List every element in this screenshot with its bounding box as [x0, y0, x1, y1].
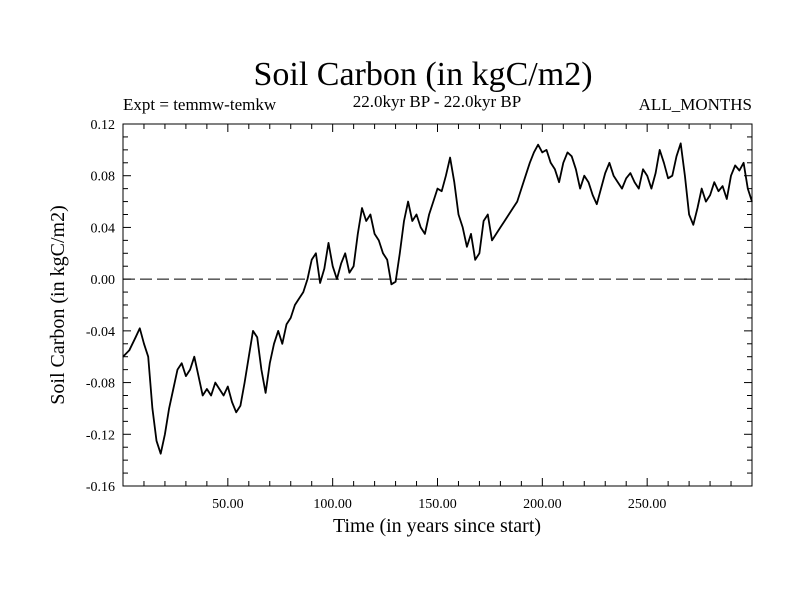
chart-title: Soil Carbon (in kgC/m2) — [253, 56, 592, 93]
x-axis-label: Time (in years since start) — [333, 515, 541, 537]
x-tick-label: 150.00 — [418, 497, 457, 512]
y-tick-label: 0.00 — [91, 273, 116, 288]
y-tick-label: -0.12 — [86, 428, 115, 443]
soil-carbon-series-line — [122, 142, 753, 455]
tick-label-layer: 50.00 100.00 150.00 200.00 250.00 0.12 0.08 0.0… — [86, 118, 667, 512]
experiment-label: Expt = temmw-temkw — [123, 95, 277, 114]
y-tick-label: -0.08 — [86, 377, 115, 392]
y-tick-label: 0.08 — [91, 170, 116, 185]
y-tick-label: 0.12 — [91, 118, 116, 133]
months-label: ALL_MONTHS — [639, 95, 752, 114]
y-tick-label: -0.16 — [86, 480, 115, 495]
x-tick-label: 200.00 — [523, 497, 562, 512]
plot-frame — [122, 123, 753, 487]
x-tick-label: 50.00 — [212, 497, 244, 512]
y-axis-label: Soil Carbon (in kgC/m2) — [47, 205, 69, 404]
period-label: 22.0kyr BP - 22.0kyr BP — [353, 92, 521, 111]
y-tick-label: 0.04 — [91, 221, 116, 236]
x-tick-label: 100.00 — [313, 497, 352, 512]
x-tick-label: 250.00 — [628, 497, 667, 512]
y-tick-label: -0.04 — [86, 325, 115, 340]
tick-layer — [123, 123, 752, 487]
